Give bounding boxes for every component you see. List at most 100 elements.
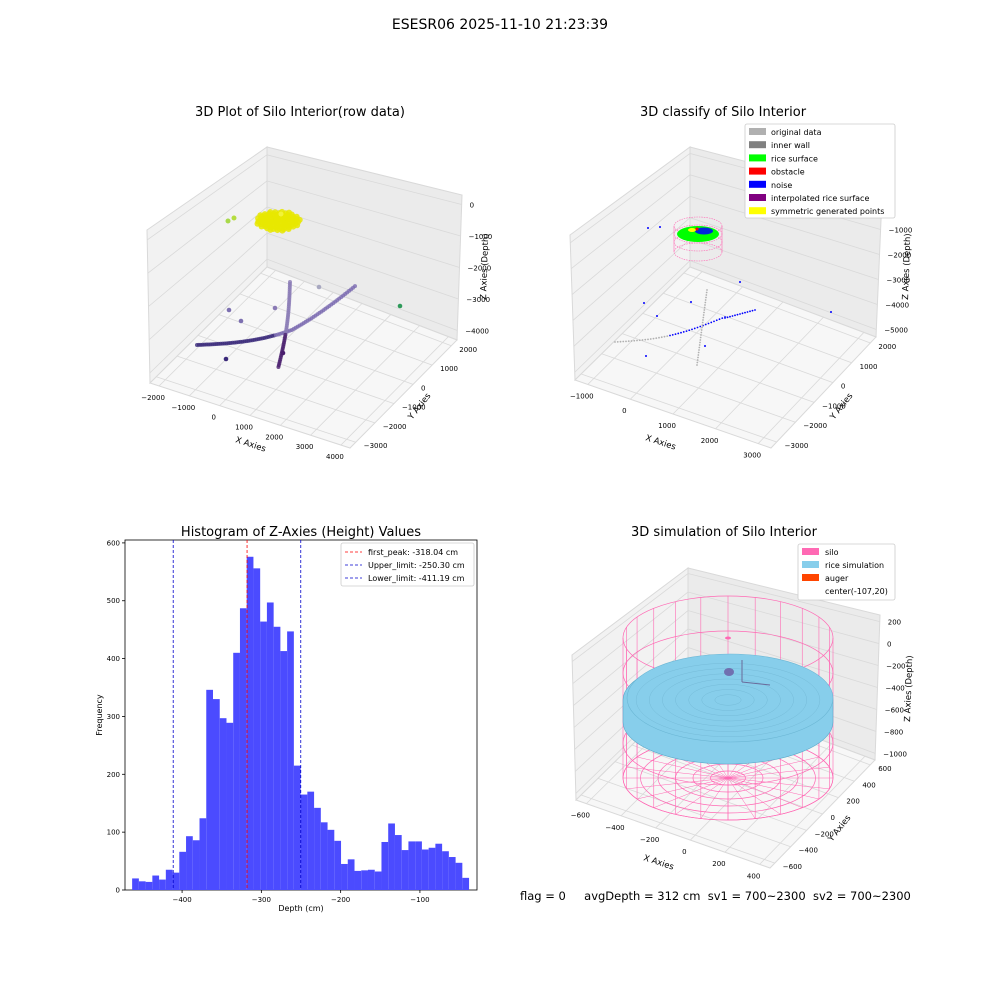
curve-point [734,314,736,317]
grid-line [148,206,460,307]
curve-point [702,316,705,319]
grid-line [601,353,796,423]
rice-point [285,226,292,233]
y-tick-label: 400 [107,655,120,663]
legend-label: Lower_limit: -411.19 cm [368,574,465,583]
pane-floor [574,266,877,449]
silo-center [725,636,731,640]
curve-point [701,324,704,326]
grid-line [573,610,879,706]
x-tick-label: −600 [571,812,590,820]
curve-point [638,339,641,342]
rice-mesh [701,689,755,711]
legend-swatch [749,194,766,201]
x-tick-label: 0 [622,407,626,415]
legend-swatch [749,180,766,188]
curve-point [702,314,705,316]
histogram-bar [293,765,301,890]
histogram-bar [394,835,402,890]
curve-point [655,337,658,340]
rice-point [294,222,301,229]
grid-line [683,272,871,344]
grid-line [597,777,791,848]
panel-classify-3d: 3D classify of Silo Interior −1000 0 1000 2… [569,105,913,460]
histogram-bar [374,871,382,890]
legend-label: rice simulation [825,561,884,570]
curve-point [703,306,706,309]
histogram-bar [260,621,267,890]
curve-point [674,333,677,336]
legend-label: inner wall [771,141,810,150]
x-tick-label: −200 [640,836,659,844]
z-tick-label: −1000 [469,233,493,241]
axis-ticks: −400 −300 −200 −100 0 100 200 300 400 500 600 [107,539,430,904]
y-tick-label: 0 [116,887,120,895]
panel-histogram: Histogram of Z-Axies (Height) Values −40… [95,525,478,913]
figure-title: ESESR06 2025-11-10 21:23:39 [391,17,609,33]
legend-swatch [749,154,766,162]
histogram-bar [239,608,247,890]
curve-point [729,315,731,318]
grid-line [149,258,458,374]
curve-point [702,319,704,321]
legend-label: first_peak: -318.04 cm [368,548,458,557]
data-point [238,318,244,324]
curve-point [721,317,724,319]
grid-line [340,336,449,446]
curve-point [705,294,708,296]
grid-line [614,761,807,831]
curve-point [736,313,739,316]
grid-line [622,333,815,403]
histogram-bar [226,722,234,890]
grid-line [239,293,433,366]
y-tick-label: −2000 [383,423,407,431]
x-tick-label: 3000 [296,443,314,451]
z-tick-label: −2000 [888,252,912,260]
curve-point [710,321,713,324]
histogram-bar [273,626,281,890]
curve-point [616,340,619,343]
silo-wireframe [727,777,803,808]
panel-raw-3d: 3D Plot of Silo Interior(row data) −2000… [141,105,492,461]
legend-label: center(-107,20) [825,587,888,596]
curve-point [706,289,708,291]
curve-point [739,313,741,315]
curve-point [741,312,744,315]
histogram-bar [314,807,321,890]
grid-line [280,314,392,426]
x-tick-label: 0 [211,414,215,422]
histogram-bar [442,851,449,890]
curve-point [699,325,702,328]
z-tick-label: −2000 [468,265,492,273]
histogram-bar [138,881,146,890]
z-tick-label: −4000 [885,302,909,310]
histogram-bar [233,652,240,890]
noise-point [830,311,832,313]
curve-point [660,336,663,339]
curve-point [699,341,701,344]
data-point [231,215,237,221]
curve-point [652,337,655,340]
y-tick-label: 500 [107,597,120,605]
curve-point [754,309,756,311]
legend-label: noise [771,181,792,190]
reference-lines [172,540,302,890]
z-tick-label: −1000 [889,227,913,235]
histogram-bar [347,859,355,890]
y-tick-label: 600 [107,539,120,547]
legend-label: symmetric generated points [771,207,884,216]
x-tick-label: −1000 [172,404,196,412]
x-tick-label: 4000 [326,453,344,461]
histogram-bars [132,556,470,890]
x-tick-label: −400 [172,896,191,904]
histogram-bar [320,822,328,890]
grid-line [147,180,461,274]
histogram-bar [266,602,274,890]
arc-point [353,284,357,289]
grid-line [757,332,865,444]
curve-point [685,330,688,332]
symmetric-points [688,228,696,232]
z-tick-label: −3000 [886,277,910,285]
legend-box [797,543,896,601]
y-tick-label: 2000 [459,346,477,354]
